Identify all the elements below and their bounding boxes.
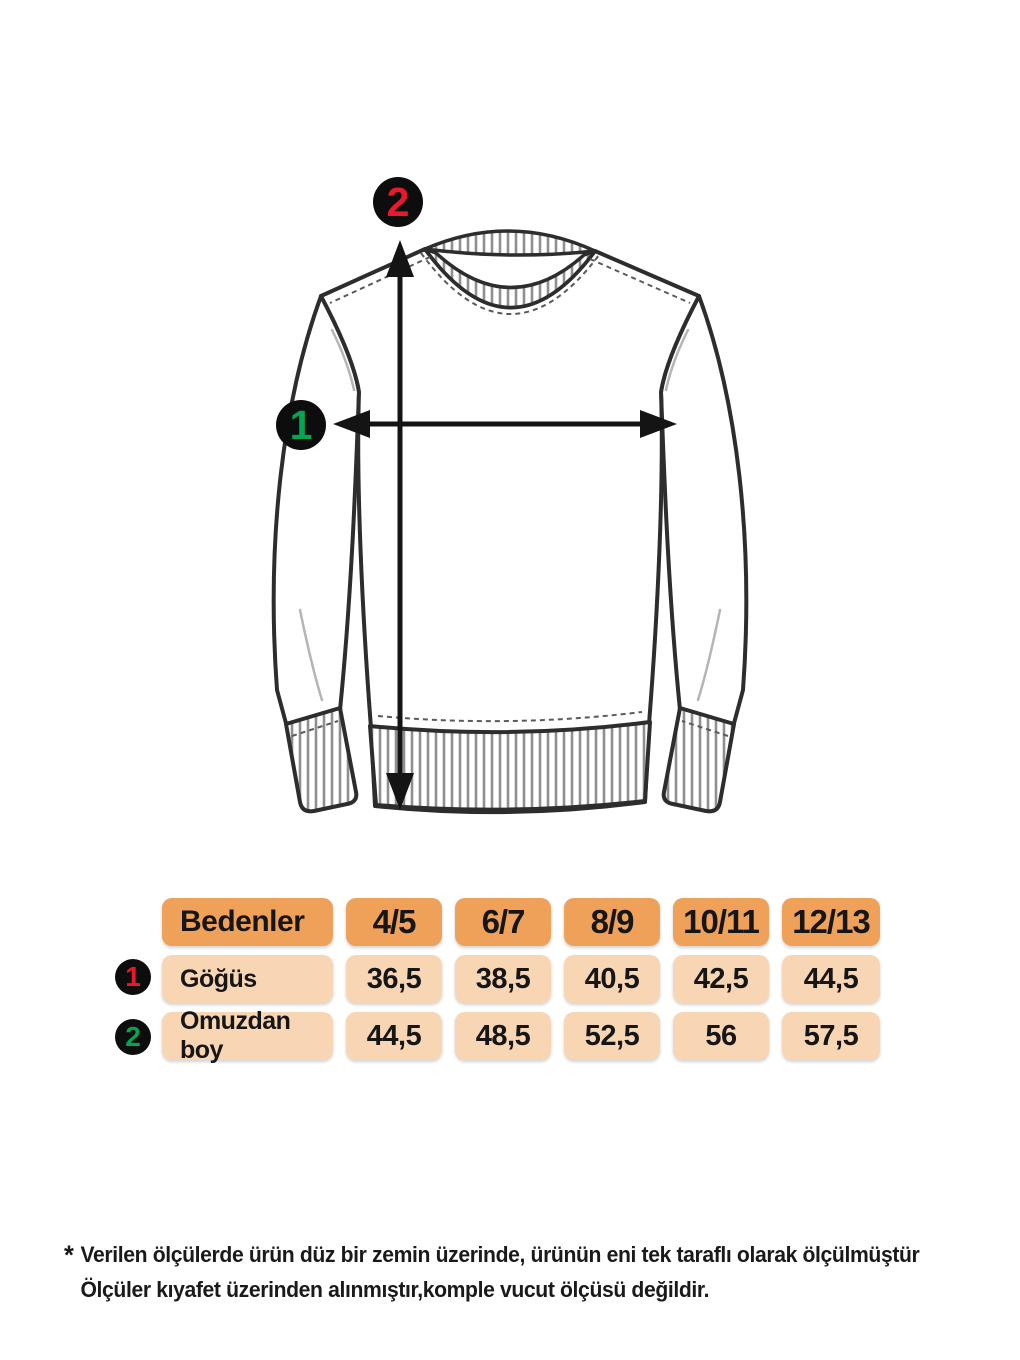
footnote-line-2: Ölçüler kıyafet üzerinden alınmıştır,kom…	[80, 1276, 710, 1302]
length-value: 52,5	[564, 1012, 660, 1060]
size-table: Bedenler 4/5 6/7 8/9 10/11 12/13 Göğüs 3…	[162, 898, 880, 1064]
chest-value: 36,5	[346, 955, 442, 1003]
length-arrow	[386, 240, 414, 810]
table-header-bedenler: Bedenler	[162, 898, 333, 946]
table-row-marker-1: 1	[115, 959, 151, 995]
crease-lines	[298, 328, 722, 702]
right-cuff	[661, 706, 736, 814]
footnote-asterisk: *	[64, 1240, 74, 1270]
stitch-lines	[291, 252, 729, 737]
chest-value: 40,5	[564, 955, 660, 1003]
footnote-line-1: Verilen ölçülerde ürün düz bir zemin üze…	[80, 1242, 920, 1267]
hem-band	[368, 720, 652, 812]
chest-value: 44,5	[782, 955, 880, 1003]
row-label-chest: Göğüs	[162, 955, 333, 1003]
chest-value: 42,5	[673, 955, 769, 1003]
size-column-header: 4/5	[346, 898, 442, 946]
length-value: 57,5	[782, 1012, 880, 1060]
collar-front-band	[423, 247, 597, 310]
length-marker-badge: 2	[373, 177, 423, 227]
size-column-header: 6/7	[455, 898, 551, 946]
row-label-shoulder-length: Omuzdan boy	[162, 1007, 333, 1064]
footnote: * Verilen ölçülerde ürün düz bir zemin ü…	[64, 1238, 948, 1307]
chest-value: 38,5	[455, 955, 551, 1003]
size-column-header: 8/9	[564, 898, 660, 946]
length-value: 56	[673, 1012, 769, 1060]
table-row-marker-2: 2	[115, 1019, 151, 1055]
size-column-header: 12/13	[782, 898, 880, 946]
chest-marker-badge: 1	[276, 400, 326, 450]
left-cuff	[284, 706, 359, 814]
length-value: 48,5	[455, 1012, 551, 1060]
chest-arrow	[333, 410, 677, 438]
collar-back-band	[423, 229, 597, 257]
garment-outline	[271, 229, 749, 815]
size-column-header: 10/11	[673, 898, 769, 946]
length-value: 44,5	[346, 1012, 442, 1060]
